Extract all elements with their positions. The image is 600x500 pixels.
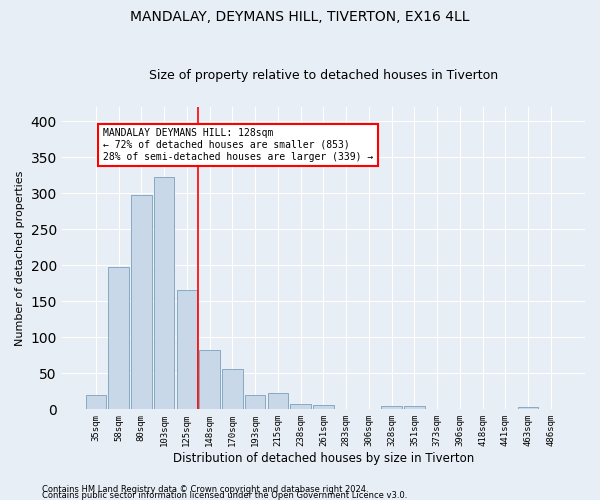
Bar — [313, 405, 334, 409]
Bar — [382, 406, 402, 409]
Text: Contains HM Land Registry data © Crown copyright and database right 2024.: Contains HM Land Registry data © Crown c… — [42, 484, 368, 494]
Bar — [86, 395, 106, 409]
Bar — [154, 178, 175, 410]
Bar — [290, 404, 311, 409]
Bar — [199, 350, 220, 410]
Bar — [245, 395, 265, 409]
Bar — [268, 394, 288, 409]
X-axis label: Distribution of detached houses by size in Tiverton: Distribution of detached houses by size … — [173, 452, 474, 465]
Y-axis label: Number of detached properties: Number of detached properties — [15, 170, 25, 346]
Bar — [404, 406, 425, 409]
Text: MANDALAY, DEYMANS HILL, TIVERTON, EX16 4LL: MANDALAY, DEYMANS HILL, TIVERTON, EX16 4… — [130, 10, 470, 24]
Text: MANDALAY DEYMANS HILL: 128sqm
← 72% of detached houses are smaller (853)
28% of : MANDALAY DEYMANS HILL: 128sqm ← 72% of d… — [103, 128, 373, 162]
Bar — [518, 407, 538, 410]
Bar — [109, 268, 129, 410]
Title: Size of property relative to detached houses in Tiverton: Size of property relative to detached ho… — [149, 69, 498, 82]
Bar — [131, 194, 152, 410]
Bar — [176, 290, 197, 410]
Text: Contains public sector information licensed under the Open Government Licence v3: Contains public sector information licen… — [42, 491, 407, 500]
Bar — [222, 369, 242, 410]
